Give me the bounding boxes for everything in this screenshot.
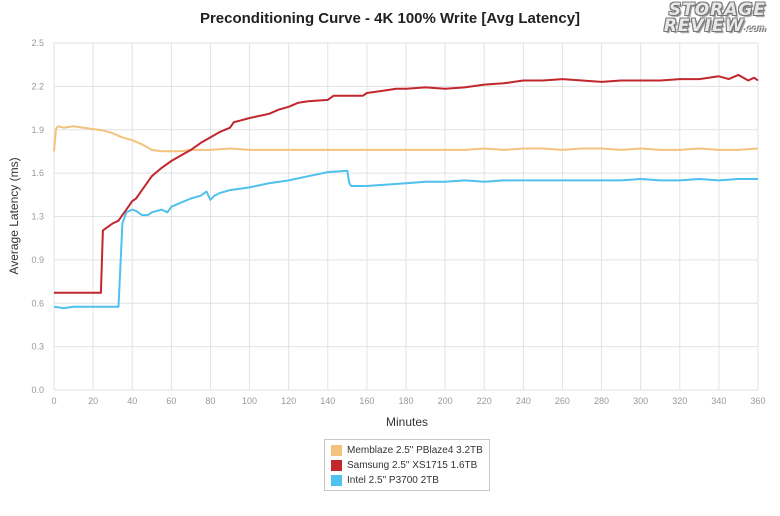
x-tick-label: 20 bbox=[88, 396, 98, 406]
x-tick-label: 180 bbox=[398, 396, 413, 406]
legend-label-memblaze: Memblaze 2.5" PBlaze4 3.2TB bbox=[347, 445, 483, 456]
series-line-memblaze bbox=[53, 125, 759, 153]
chart-legend: Memblaze 2.5" PBlaze4 3.2TB Samsung 2.5"… bbox=[324, 439, 490, 491]
legend-item-samsung[interactable]: Samsung 2.5" XS1715 1.6TB bbox=[331, 458, 483, 473]
logo-line-2: REVIEW.com bbox=[664, 18, 766, 37]
series-lines bbox=[53, 73, 759, 310]
y-tick-label: 1.9 bbox=[31, 125, 44, 135]
x-tick-label: 0 bbox=[51, 396, 56, 406]
legend-swatch-intel bbox=[331, 475, 342, 486]
y-tick-label: 1.3 bbox=[31, 212, 44, 222]
grid-lines bbox=[53, 42, 759, 391]
legend-label-samsung: Samsung 2.5" XS1715 1.6TB bbox=[347, 460, 478, 471]
x-tick-label: 160 bbox=[359, 396, 374, 406]
logo-line-2-text: REVIEW bbox=[663, 16, 745, 36]
legend-item-intel[interactable]: Intel 2.5" P3700 2TB bbox=[331, 473, 483, 488]
storagereview-logo: STORAGE REVIEW.com bbox=[664, 2, 766, 37]
x-tick-label: 100 bbox=[242, 396, 257, 406]
y-tick-label: 0.9 bbox=[31, 255, 44, 265]
y-tick-label: 0.3 bbox=[31, 342, 44, 352]
x-axis-label: Minutes bbox=[386, 415, 428, 429]
x-tick-label: 200 bbox=[438, 396, 453, 406]
x-tick-label: 140 bbox=[320, 396, 335, 406]
y-tick-label: 2.5 bbox=[31, 38, 44, 48]
x-tick-label: 360 bbox=[750, 396, 765, 406]
x-tick-label: 320 bbox=[672, 396, 687, 406]
chart-title: Preconditioning Curve - 4K 100% Write [A… bbox=[199, 10, 581, 27]
y-axis-label: Average Latency (ms) bbox=[7, 157, 21, 274]
tick-labels: 0.0 0.3 0.6 0.9 1.3 1.6 1.9 2.2 2.5 0 20 40 60 80 100 1… bbox=[31, 38, 765, 406]
legend-item-memblaze[interactable]: Memblaze 2.5" PBlaze4 3.2TB bbox=[331, 443, 483, 458]
x-tick-label: 80 bbox=[205, 396, 215, 406]
x-tick-label: 280 bbox=[594, 396, 609, 406]
x-tick-label: 60 bbox=[166, 396, 176, 406]
y-tick-label: 0.0 bbox=[31, 385, 44, 395]
legend-label-intel: Intel 2.5" P3700 2TB bbox=[347, 475, 439, 486]
logo-suffix: .com bbox=[744, 24, 766, 33]
series-line-intel bbox=[53, 169, 758, 310]
x-tick-label: 120 bbox=[281, 396, 296, 406]
x-tick-label: 300 bbox=[633, 396, 648, 406]
x-tick-label: 340 bbox=[711, 396, 726, 406]
legend-swatch-memblaze bbox=[331, 445, 342, 456]
x-tick-label: 260 bbox=[555, 396, 570, 406]
y-tick-label: 0.6 bbox=[31, 298, 44, 308]
x-tick-label: 240 bbox=[516, 396, 531, 406]
y-tick-label: 1.6 bbox=[31, 168, 44, 178]
series-line-samsung bbox=[54, 73, 759, 294]
x-tick-label: 40 bbox=[127, 396, 137, 406]
x-tick-label: 220 bbox=[477, 396, 492, 406]
y-tick-label: 2.2 bbox=[31, 81, 44, 91]
legend-swatch-samsung bbox=[331, 460, 342, 471]
logo-line-1: STORAGE bbox=[668, 0, 766, 20]
